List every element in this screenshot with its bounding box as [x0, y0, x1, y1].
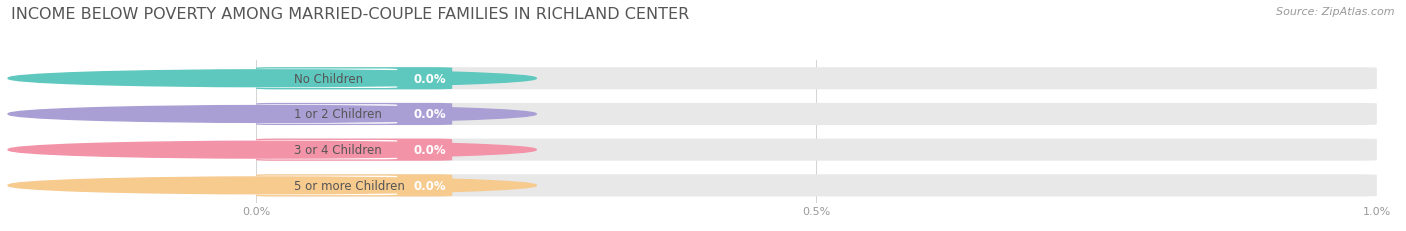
Circle shape [8, 70, 536, 87]
FancyBboxPatch shape [256, 175, 453, 197]
FancyBboxPatch shape [256, 103, 453, 125]
FancyBboxPatch shape [256, 68, 453, 90]
FancyBboxPatch shape [256, 139, 453, 161]
FancyBboxPatch shape [256, 68, 1376, 90]
FancyBboxPatch shape [256, 176, 398, 195]
Circle shape [8, 177, 536, 194]
Text: 0.0%: 0.0% [413, 73, 447, 85]
Text: 1 or 2 Children: 1 or 2 Children [294, 108, 382, 121]
FancyBboxPatch shape [256, 103, 1376, 125]
Text: Source: ZipAtlas.com: Source: ZipAtlas.com [1277, 7, 1395, 17]
Text: 0.0%: 0.0% [413, 108, 447, 121]
FancyBboxPatch shape [256, 139, 1376, 161]
Text: 0.0%: 0.0% [413, 143, 447, 156]
Text: INCOME BELOW POVERTY AMONG MARRIED-COUPLE FAMILIES IN RICHLAND CENTER: INCOME BELOW POVERTY AMONG MARRIED-COUPL… [11, 7, 689, 22]
Text: 5 or more Children: 5 or more Children [294, 179, 405, 192]
FancyBboxPatch shape [256, 175, 1376, 197]
FancyBboxPatch shape [256, 140, 398, 160]
Text: No Children: No Children [294, 73, 363, 85]
Circle shape [8, 142, 536, 158]
Text: 3 or 4 Children: 3 or 4 Children [294, 143, 381, 156]
Text: 0.0%: 0.0% [413, 179, 447, 192]
Circle shape [8, 106, 536, 123]
FancyBboxPatch shape [256, 69, 398, 89]
FancyBboxPatch shape [256, 105, 398, 124]
